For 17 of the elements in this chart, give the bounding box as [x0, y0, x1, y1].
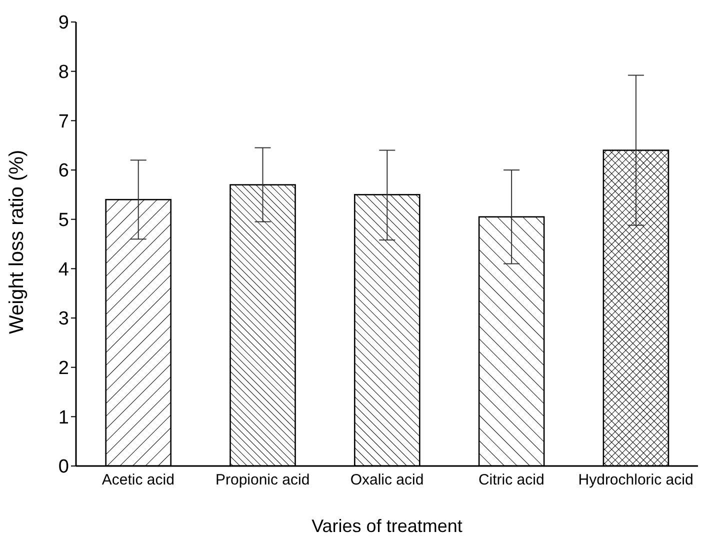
y-tick-label: 1	[58, 407, 69, 428]
x-tick-label: Citric acid	[478, 472, 544, 489]
x-tick-label: Propionic acid	[215, 472, 310, 489]
y-tick-label: 7	[58, 111, 69, 132]
y-tick-label: 5	[58, 210, 69, 232]
y-tick-label: 9	[58, 12, 69, 34]
y-tick-label: 8	[58, 62, 69, 84]
x-tick-label: Acetic acid	[102, 472, 174, 489]
y-tick-label: 6	[58, 160, 69, 182]
y-axis-title: Weight loss ratio (%)	[6, 150, 28, 334]
x-axis-title: Varies of treatment	[312, 516, 462, 536]
y-tick-label: 4	[58, 259, 70, 280]
x-tick-label: Oxalic acid	[350, 472, 424, 489]
x-tick-label: Hydrochloric acid	[578, 472, 694, 489]
y-tick-label: 2	[58, 358, 69, 380]
y-tick-label: 0	[58, 456, 69, 478]
y-tick-label: 3	[58, 308, 69, 330]
